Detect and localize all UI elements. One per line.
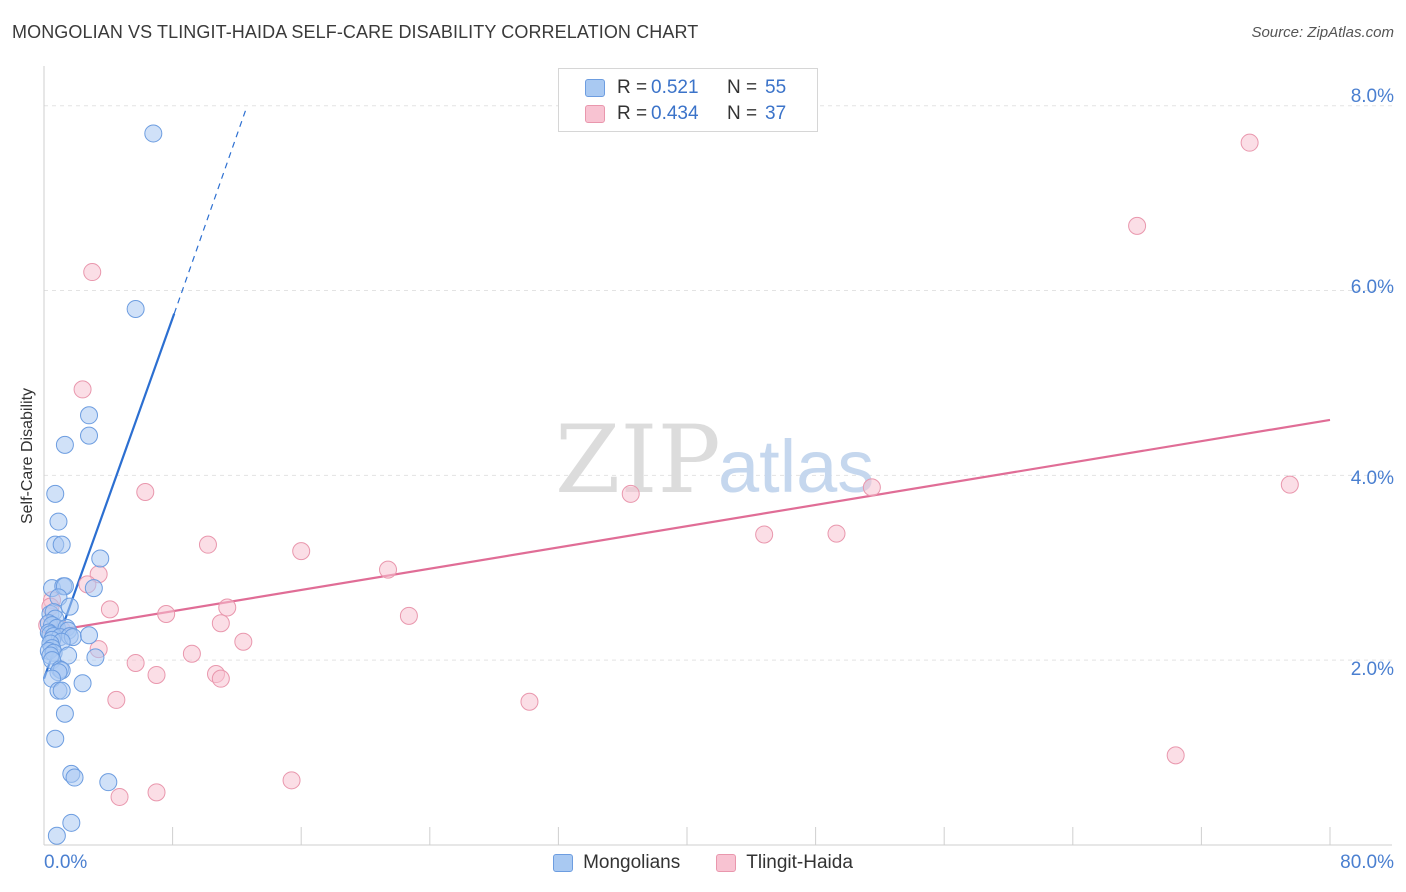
tlingit-haida-point — [827, 524, 846, 543]
mongolian-point — [91, 549, 110, 568]
tlingit-haida-point — [379, 560, 398, 579]
y-tick-label-4: 4.0% — [1350, 468, 1394, 489]
blue-swatch — [553, 854, 574, 872]
blue-swatch — [585, 79, 605, 97]
axes — [43, 66, 1392, 846]
mongolian-points — [39, 124, 163, 845]
mongolian-point — [86, 648, 105, 667]
n-value: 37 — [765, 103, 787, 124]
legend-label-mongolians: Mongolians — [583, 852, 681, 873]
trend-lines — [42, 107, 1331, 680]
pink-swatch — [585, 105, 605, 123]
tlingit-haida-point — [621, 484, 640, 503]
mongolian-point — [65, 768, 84, 787]
mongolian-point — [99, 773, 118, 792]
tlingit-haida-point — [1166, 746, 1185, 765]
tlingit-haida-point — [107, 690, 126, 709]
mongolian-point — [52, 535, 71, 554]
pink-swatch — [716, 854, 737, 872]
mongolian-point — [144, 124, 163, 143]
source-label: Source: ZipAtlas.com — [1251, 24, 1394, 41]
mongolian-point — [80, 626, 99, 645]
series-legend: Mongolians Tlingit-Haida — [0, 852, 1406, 874]
mongolian-point — [60, 597, 79, 616]
legend-item-tlingit-haida: Tlingit-Haida — [716, 852, 853, 874]
y-tick-label-8: 8.0% — [1350, 86, 1394, 107]
tlingit-haida-trend-line — [43, 418, 1331, 634]
r-label: R = — [617, 103, 648, 124]
mongolian-point — [55, 704, 74, 723]
legend-item-mongolians: Mongolians — [553, 852, 680, 874]
mongolian-point — [80, 406, 99, 425]
tlingit-haida-point — [83, 263, 102, 282]
mongolian-point — [46, 729, 65, 748]
tlingit-haida-point — [182, 644, 201, 663]
tlingit-haida-point — [157, 604, 176, 623]
gridlines — [44, 105, 1392, 661]
r-label: R = — [617, 77, 648, 98]
tlingit-haida-point — [126, 653, 145, 672]
tlingit-haida-point — [234, 632, 253, 651]
tlingit-haida-point — [211, 669, 230, 688]
mongolian-point — [84, 579, 103, 598]
tlingit-haida-point — [110, 787, 129, 806]
y-tick-label-6: 6.0% — [1350, 277, 1394, 298]
legend-row-tlingit-haida: R = 0.434 N = 37 — [585, 102, 786, 126]
tlingit-haida-point — [136, 482, 155, 501]
n-label: N = — [727, 77, 758, 98]
tlingit-haida-point — [282, 771, 301, 790]
legend-row-mongolians: R = 0.521 N = 55 — [585, 76, 786, 100]
mongolian-point — [62, 813, 81, 832]
x-tick-label-max: 80.0% — [1340, 852, 1394, 873]
mongolian-point — [52, 681, 71, 700]
mongolian-point — [80, 426, 99, 445]
tlingit-haida-point — [147, 665, 166, 684]
tlingit-haida-point — [292, 542, 311, 561]
mongolian-point — [49, 512, 68, 531]
tlingit-haida-point — [520, 692, 539, 711]
r-value: 0.434 — [651, 103, 699, 124]
tlingit-haida-point — [1280, 475, 1299, 494]
tlingit-haida-point — [1128, 216, 1147, 235]
tlingit-haida-point — [399, 606, 418, 625]
tlingit-haida-point — [755, 525, 774, 544]
tlingit-haida-point — [73, 380, 92, 399]
legend-label-tlingit-haida: Tlingit-Haida — [746, 852, 853, 873]
x-tick-label-min: 0.0% — [44, 852, 88, 873]
mongolians-trend-extension — [173, 107, 248, 314]
chart-title: MONGOLIAN VS TLINGIT-HAIDA SELF-CARE DIS… — [12, 22, 699, 42]
tlingit-haida-point — [211, 614, 230, 633]
tlingit-haida-point — [218, 598, 237, 617]
mongolians-trend-line — [42, 313, 176, 680]
tlingit-haida-point — [1240, 133, 1259, 152]
n-label: N = — [727, 103, 758, 124]
correlation-legend: R = 0.521 N = 55 R = 0.434 N = 37 — [558, 68, 818, 132]
tlingit-haida-point — [198, 535, 217, 554]
mongolian-point — [73, 674, 92, 693]
n-value: 55 — [765, 77, 787, 98]
tlingit-haida-point — [100, 600, 119, 619]
tlingit-haida-point — [147, 783, 166, 802]
mongolian-point — [126, 300, 145, 319]
mongolian-point — [55, 435, 74, 454]
mongolian-point — [46, 484, 65, 503]
r-value: 0.521 — [651, 77, 699, 98]
tlingit-haida-point — [862, 478, 881, 497]
watermark-atlas: atlas — [718, 425, 874, 508]
y-tick-label-2: 2.0% — [1350, 659, 1394, 680]
mongolian-point — [47, 826, 66, 845]
